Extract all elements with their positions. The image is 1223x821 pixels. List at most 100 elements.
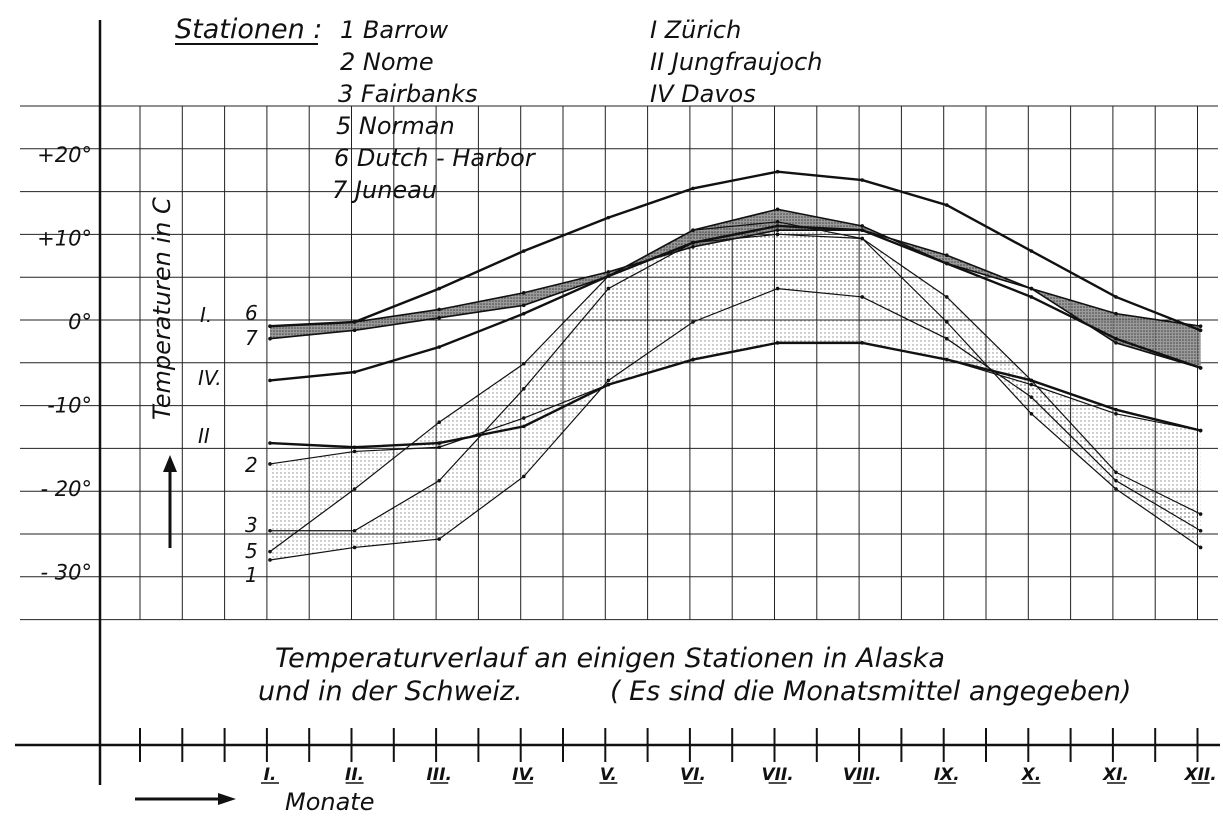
- x-tick-label: X.: [1021, 765, 1042, 785]
- data-point: [268, 528, 272, 533]
- data-point: [268, 558, 272, 562]
- data-point: [1114, 295, 1118, 299]
- x-tick-label: VI.: [680, 765, 706, 785]
- series-lines: [268, 169, 1203, 562]
- data-point: [1198, 328, 1203, 333]
- data-point: [945, 203, 949, 207]
- legend-entry: IV Davos: [650, 80, 756, 108]
- data-point: [522, 290, 526, 295]
- x-axis-arrowhead: [218, 793, 236, 805]
- y-axis-arrowhead: [163, 455, 177, 472]
- data-point: [268, 336, 272, 341]
- data-point: [437, 441, 442, 445]
- data-point: [522, 311, 526, 316]
- x-tick-label: XII.: [1183, 765, 1216, 785]
- series-line: [269, 221, 1201, 553]
- legend-entry: 6 Dutch - Harbor: [334, 144, 537, 172]
- data-point: [860, 228, 864, 232]
- data-point: [268, 549, 272, 554]
- legend-entry: 3 Fairbanks: [338, 80, 478, 108]
- series-label: I.: [200, 303, 212, 327]
- series-line: [269, 170, 1202, 332]
- data-point: [1029, 395, 1034, 399]
- data-point: [775, 341, 780, 345]
- data-point: [606, 378, 611, 383]
- data-point: [1029, 378, 1034, 383]
- data-point: [268, 378, 272, 383]
- data-point: [691, 186, 695, 191]
- data-point: [522, 474, 526, 479]
- data-point: [945, 357, 949, 362]
- data-point: [268, 441, 272, 445]
- data-point: [606, 274, 611, 278]
- y-tick-label: +10°: [37, 227, 92, 251]
- y-axis-label: Temperaturen in C: [148, 197, 176, 420]
- x-tick-label: VIII.: [843, 765, 882, 785]
- data-point: [1198, 528, 1203, 533]
- data-point: [522, 387, 526, 391]
- series-line: [269, 229, 1201, 327]
- series-label: 3: [245, 513, 258, 537]
- x-axis-label: Monate: [285, 788, 374, 816]
- legend-entry: 7 Juneau: [332, 176, 437, 204]
- legend-entry: II Jungfraujoch: [650, 48, 823, 76]
- data-point: [1029, 249, 1034, 253]
- data-point: [352, 487, 357, 491]
- series-label: 2: [245, 453, 258, 477]
- y-tick-labels: +20° +10° 0° -10° - 20° - 30°: [37, 143, 92, 585]
- series-end-labels: 1 2 35 67 I. II IV.: [198, 301, 258, 587]
- data-point: [1114, 412, 1118, 416]
- data-point: [352, 545, 357, 550]
- data-point: [606, 382, 611, 387]
- x-tick-label: V.: [600, 765, 617, 785]
- data-point: [522, 249, 526, 253]
- data-point: [1114, 478, 1118, 483]
- y-tick-label: 0°: [68, 310, 92, 334]
- data-point: [945, 336, 949, 341]
- data-point: [775, 169, 780, 174]
- series-label: II: [198, 424, 210, 448]
- y-tick-label: +20°: [37, 143, 92, 167]
- x-tick-label: I.: [264, 765, 277, 785]
- data-point: [1198, 512, 1203, 516]
- series-label: 5: [245, 539, 258, 563]
- x-tick-label: IX.: [934, 765, 960, 785]
- data-point: [1114, 341, 1118, 345]
- series-line: [269, 224, 1201, 382]
- axes: [15, 20, 1220, 785]
- data-point: [775, 286, 780, 291]
- chart-subtitle: und in der Schweiz.: [258, 676, 523, 707]
- data-point: [691, 320, 695, 324]
- x-tick-label: III.: [426, 765, 451, 785]
- data-point: [1114, 487, 1118, 491]
- chart-note: ( Es sind die Monatsmittel angegeben): [610, 676, 1131, 707]
- data-point: [860, 341, 864, 345]
- y-tick-label: - 20°: [41, 477, 92, 501]
- x-tick-label: XI.: [1102, 765, 1129, 785]
- data-point: [1029, 295, 1034, 299]
- data-point: [945, 261, 949, 266]
- data-point: [860, 178, 864, 182]
- x-tick-label: VII.: [761, 765, 793, 785]
- data-point: [522, 303, 526, 308]
- data-point: [606, 286, 611, 291]
- data-point: [691, 240, 695, 245]
- data-point: [1114, 407, 1118, 412]
- data-point: [606, 270, 611, 274]
- data-point: [1114, 336, 1118, 341]
- x-tick-labels: I. II. III. IV. V. VI. VII. VIII. IX. X. XI. XII.: [261, 765, 1217, 785]
- data-point: [691, 357, 695, 362]
- data-point: [775, 220, 780, 224]
- series-line: [269, 341, 1201, 449]
- data-point: [775, 232, 780, 237]
- data-point: [522, 361, 526, 366]
- data-point: [1198, 366, 1203, 370]
- legend-entry: I Zürich: [650, 16, 741, 44]
- data-point: [437, 307, 442, 312]
- data-point: [437, 316, 442, 320]
- legend-entry: 5 Norman: [336, 112, 455, 140]
- data-point: [352, 370, 357, 374]
- data-point: [1198, 545, 1203, 550]
- data-point: [775, 207, 780, 212]
- data-point: [437, 537, 442, 541]
